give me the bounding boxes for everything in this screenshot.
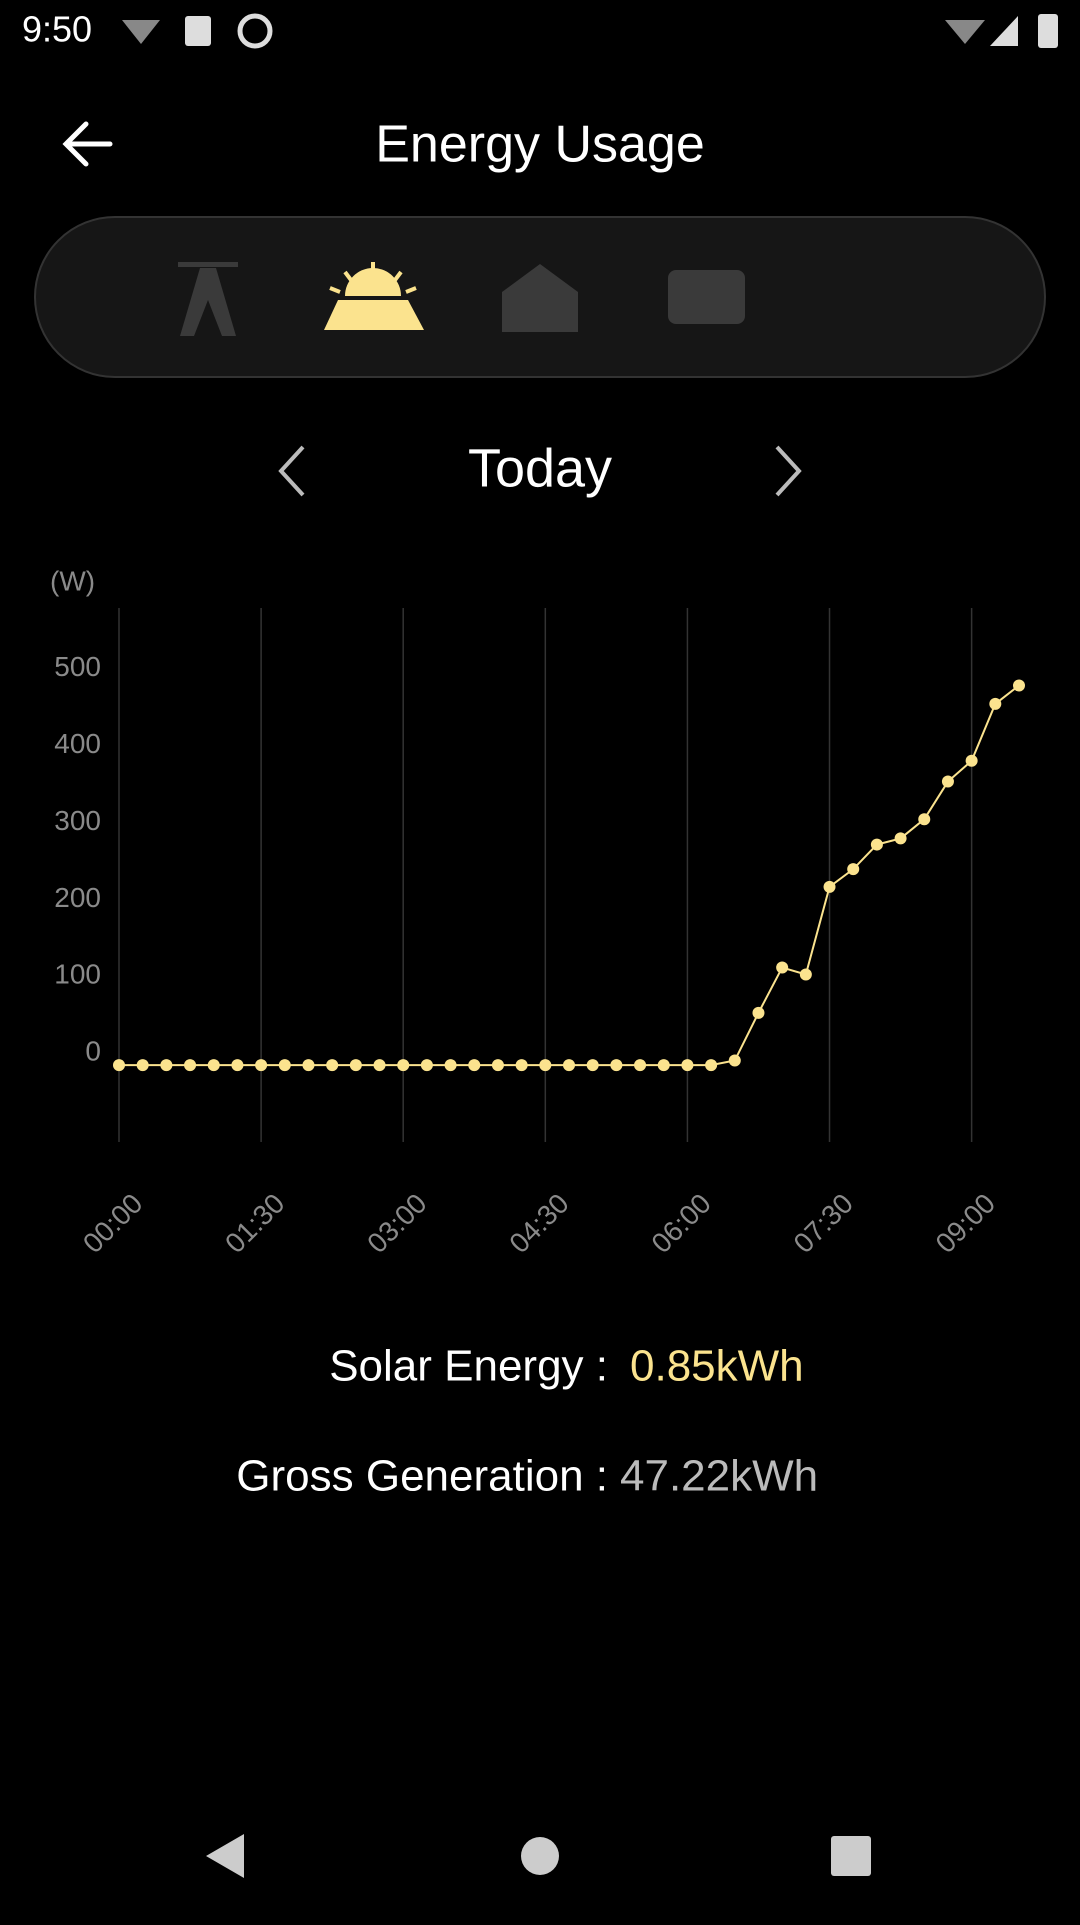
y-tick-label: 400 [54, 728, 101, 759]
data-point [918, 813, 931, 826]
data-point [397, 1059, 410, 1072]
solar-label: Solar Energy : [329, 1342, 608, 1391]
y-tick-label: 0 [85, 1036, 101, 1067]
data-point [776, 961, 789, 974]
next-day[interactable] [775, 445, 802, 497]
x-tick-label: 00:00 [77, 1188, 148, 1259]
data-line [119, 684, 1020, 1067]
data-point [965, 754, 978, 767]
data-point [278, 1059, 291, 1072]
grid-tab[interactable] [178, 262, 238, 336]
status-time: 9:50 [22, 9, 92, 50]
y-axis-label: (W) [50, 565, 95, 596]
data-point [847, 863, 860, 876]
x-tick-label: 09:00 [930, 1188, 1001, 1259]
data-point [989, 697, 1002, 710]
gross-label: Gross Generation : [236, 1452, 608, 1501]
solar-tab[interactable] [324, 262, 424, 330]
home-tab[interactable] [502, 264, 578, 332]
y-tick-label: 100 [54, 959, 101, 990]
data-point [941, 775, 954, 788]
data-point [136, 1059, 149, 1072]
data-point [184, 1059, 197, 1072]
data-point [491, 1059, 504, 1072]
data-point [539, 1059, 552, 1072]
date-label: Today [468, 438, 612, 498]
y-tick-label: 200 [54, 882, 101, 913]
x-tick-label: 06:00 [645, 1188, 716, 1259]
prev-day[interactable] [278, 445, 305, 497]
y-tick-label: 300 [54, 805, 101, 836]
device-tab[interactable] [668, 270, 745, 324]
data-point [705, 1059, 718, 1072]
chart: 00:00 01:30 03:00 04:30 06:00 07:30 09:00 0 100 2… [54, 608, 1025, 1259]
x-tick-label: 04:30 [503, 1188, 574, 1259]
y-tick-label: 500 [54, 651, 101, 682]
data-point [515, 1059, 528, 1072]
data-point [302, 1059, 315, 1072]
data-point [799, 968, 812, 981]
data-point [728, 1054, 741, 1067]
data-point [373, 1059, 386, 1072]
data-point [610, 1059, 623, 1072]
x-tick-label: 03:00 [361, 1188, 432, 1259]
data-point [563, 1059, 575, 1072]
solar-value: 0.85kWh [630, 1342, 804, 1391]
data-point [255, 1059, 268, 1072]
data-point [207, 1059, 220, 1072]
data-point [326, 1059, 339, 1072]
data-point [444, 1059, 457, 1072]
data-point [681, 1059, 694, 1072]
x-tick-label: 07:30 [788, 1188, 859, 1259]
nav-home[interactable] [521, 1837, 559, 1875]
data-point [894, 832, 907, 845]
data-point [349, 1059, 362, 1072]
data-point [1013, 679, 1025, 692]
gross-value: 47.22kWh [620, 1452, 818, 1501]
back-button[interactable] [62, 121, 113, 167]
data-point [823, 880, 836, 893]
data-point [420, 1059, 433, 1072]
data-point [468, 1059, 481, 1072]
data-point [752, 1006, 765, 1019]
data-point [870, 838, 883, 851]
page-title: Energy Usage [375, 116, 705, 174]
data-point [113, 1059, 125, 1072]
nav-recents[interactable] [831, 1836, 871, 1876]
nav-back[interactable] [206, 1834, 244, 1878]
data-point [586, 1059, 599, 1072]
x-tick-label: 01:30 [219, 1188, 290, 1259]
data-point [160, 1059, 173, 1072]
data-point [634, 1059, 647, 1072]
status-icons [122, 13, 1058, 49]
data-point [657, 1059, 670, 1072]
data-point [231, 1059, 244, 1072]
